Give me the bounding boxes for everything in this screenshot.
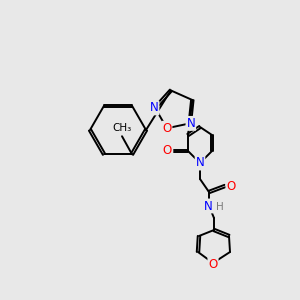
Text: CH₃: CH₃ <box>112 123 132 133</box>
Text: H: H <box>216 202 224 212</box>
Text: N: N <box>204 200 212 212</box>
Text: N: N <box>150 101 158 114</box>
Text: O: O <box>226 179 236 193</box>
Text: O: O <box>162 122 172 135</box>
Text: N: N <box>187 117 195 130</box>
Text: N: N <box>196 157 204 169</box>
Text: O: O <box>208 257 217 271</box>
Text: O: O <box>162 145 172 158</box>
